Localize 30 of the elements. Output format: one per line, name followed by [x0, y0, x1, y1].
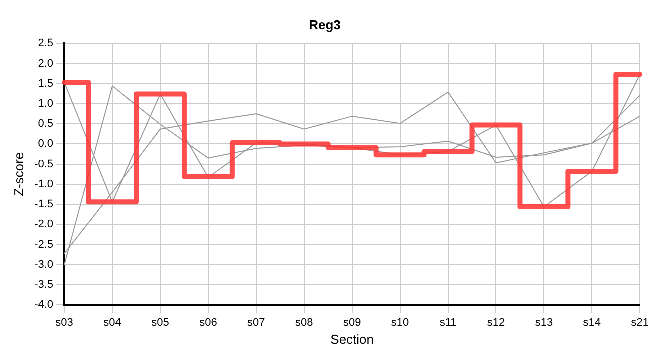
x-tick-label: s04 — [104, 316, 122, 329]
y-tick-label: 0.0 — [38, 138, 54, 150]
x-tick-label: s05 — [152, 316, 170, 329]
x-tick-label: s12 — [487, 316, 506, 329]
x-tick-label: s14 — [583, 316, 602, 329]
x-tick-label: s08 — [296, 316, 314, 329]
x-tick-label: s21 — [631, 316, 650, 329]
chart-title: Reg3 — [309, 17, 341, 32]
x-tick-label: s06 — [200, 316, 218, 329]
y-tick-label: -4.0 — [34, 299, 54, 312]
x-tick-label: s11 — [440, 316, 457, 329]
y-tick-label: 1.0 — [38, 98, 54, 110]
x-tick-label: s10 — [391, 316, 410, 329]
y-tick-label: -3.5 — [34, 279, 54, 292]
y-tick-label: 0.5 — [38, 118, 54, 130]
y-tick-label: -0.5 — [34, 158, 54, 170]
x-tick-label: s13 — [535, 316, 554, 329]
y-tick-label: -3.0 — [34, 258, 54, 271]
y-tick-label: 2.5 — [38, 38, 54, 50]
y-tick-label: 2.0 — [38, 58, 54, 70]
x-tick-label: s03 — [56, 316, 74, 329]
y-tick-label: -1.0 — [34, 178, 54, 190]
x-tick-label: s07 — [248, 316, 266, 329]
y-tick-label: -2.5 — [34, 238, 54, 251]
y-tick-label: -1.5 — [34, 198, 54, 211]
y-tick-label: -2.0 — [34, 218, 54, 231]
x-axis-title: Section — [330, 332, 374, 347]
y-axis-title: Z-score — [11, 152, 26, 196]
y-tick-label: 1.5 — [38, 78, 54, 90]
x-tick-label: s09 — [343, 316, 362, 329]
